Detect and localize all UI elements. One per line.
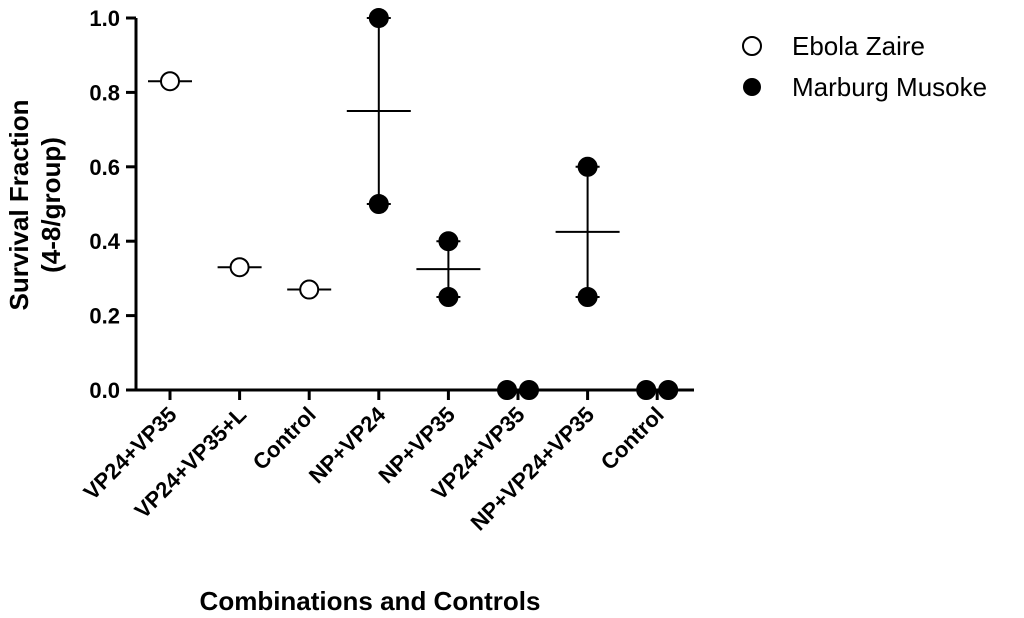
data-point-marburg-musoke xyxy=(368,8,389,28)
data-point-marburg-musoke xyxy=(438,231,459,252)
y-tick-label: 0.6 xyxy=(89,155,120,180)
legend-label-marburg-musoke: Marburg Musoke xyxy=(792,72,987,102)
data-point-marburg-musoke xyxy=(368,194,389,214)
x-tick-label: NP+VP24+VP35 xyxy=(466,402,600,536)
legend-marker-ebola-zaire xyxy=(742,36,762,56)
data-point-ebola-zaire xyxy=(160,71,180,92)
data-point-marburg-musoke xyxy=(658,380,679,400)
chart-labels: Survival Fraction (4-8/group) Combinatio… xyxy=(4,100,540,616)
data-point-marburg-musoke xyxy=(438,287,459,307)
legend-marker-marburg-musoke xyxy=(743,78,761,96)
legend-label-ebola-zaire: Ebola Zaire xyxy=(792,31,925,61)
y-axis-title-line-1: Survival Fraction xyxy=(4,100,34,311)
x-tick-label: Control xyxy=(596,402,669,475)
data-point-marburg-musoke xyxy=(577,287,598,307)
y-tick-label: 1.0 xyxy=(89,6,120,31)
data-point-ebola-zaire xyxy=(229,257,250,278)
chart-legend: Ebola Zaire Marburg Musoke xyxy=(742,31,987,102)
y-tick-label: 0.2 xyxy=(89,304,120,329)
y-tick-label: 0.4 xyxy=(89,229,120,254)
y-tick-label: 0.0 xyxy=(89,378,120,403)
y-axis-title-line-2: (4-8/group) xyxy=(36,137,66,273)
chart-marks xyxy=(148,8,680,400)
y-tick-label: 0.8 xyxy=(89,80,120,105)
data-point-marburg-musoke xyxy=(519,380,539,400)
x-axis-title: Combinations and Controls xyxy=(200,586,541,616)
data-point-ebola-zaire xyxy=(299,279,320,300)
data-point-marburg-musoke xyxy=(636,380,657,400)
data-point-marburg-musoke xyxy=(577,156,598,177)
data-point-marburg-musoke xyxy=(497,380,517,400)
